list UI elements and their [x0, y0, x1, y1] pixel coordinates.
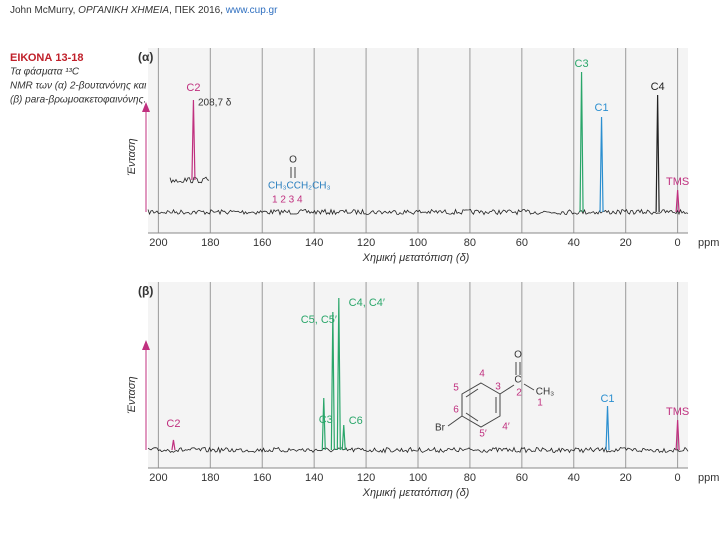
peak: [191, 99, 196, 181]
peak-label: C1: [600, 393, 614, 405]
annotation: 3: [495, 382, 501, 393]
peak: [330, 311, 335, 451]
x-axis-label: Χημική μετατόπιση (δ): [362, 487, 470, 499]
baseline-noise: [147, 208, 689, 216]
structure: [290, 167, 535, 428]
peak: [675, 419, 680, 451]
x-tick-label: 180: [201, 472, 219, 484]
peak-label: C4: [651, 81, 665, 93]
peak-label: TMS: [666, 406, 689, 418]
x-tick-label: 20: [620, 237, 632, 249]
panel-label: (β): [138, 284, 153, 298]
annotation: 5′: [479, 429, 487, 440]
x-tick-label: 160: [253, 237, 271, 249]
peak: [321, 397, 326, 451]
x-tick-label: 100: [409, 237, 427, 249]
x-tick-label: 0: [675, 237, 681, 249]
annotation: CH₃CCH₂CH₃: [268, 181, 331, 192]
x-tick-label: 200: [149, 237, 167, 249]
x-axis-label: Χημική μετατόπιση (δ): [362, 252, 470, 264]
annotation: 4′: [502, 422, 510, 433]
x-tick-label: 140: [305, 237, 323, 249]
x-unit: ppm: [698, 237, 719, 249]
figure-label: ΕΙΚΟΝΑ 13-18: [10, 52, 83, 64]
x-tick-label: 200: [149, 472, 167, 484]
caption-line: NMR των (α) 2-βουτανόνης και: [10, 80, 147, 92]
peak-label: C2: [166, 418, 180, 430]
author: John McMurry,: [10, 5, 75, 16]
offset-noise: [169, 176, 210, 184]
x-tick-label: 60: [516, 472, 528, 484]
peak: [341, 424, 346, 451]
peak-label: C3: [319, 414, 333, 426]
peak-label: C6: [349, 415, 363, 427]
peak: [605, 405, 610, 451]
peak: [599, 116, 604, 213]
peak-label: C2: [186, 82, 200, 94]
annotation: O: [289, 155, 297, 166]
x-tick-label: 0: [675, 472, 681, 484]
annotation: 208,7 δ: [198, 98, 232, 109]
peak-label: C1: [595, 102, 609, 114]
annotation: 6: [453, 405, 459, 416]
x-tick-label: 80: [464, 472, 476, 484]
x-tick-label: 180: [201, 237, 219, 249]
x-tick-label: 20: [620, 472, 632, 484]
peak-label: TMS: [666, 176, 689, 188]
peak-label: C4, C4′: [349, 297, 385, 309]
caption-line: Τα φάσματα ¹³C: [10, 66, 80, 78]
annotation: 1: [537, 398, 543, 409]
x-tick-label: 40: [568, 472, 580, 484]
annotation: 5: [453, 383, 459, 394]
y-arrowhead: [142, 340, 150, 350]
annotation: CH₃: [536, 387, 555, 398]
peak: [579, 71, 584, 213]
annotation: C: [514, 375, 521, 386]
peak: [675, 189, 680, 213]
annotation: 4: [479, 369, 485, 380]
annotation: Br: [435, 423, 446, 434]
annotation: 1 2 3 4: [272, 195, 303, 206]
peak: [655, 94, 660, 213]
peak-label: C5, C5′: [301, 314, 337, 326]
y-axis-label: Ένταση: [126, 138, 138, 175]
book: ΟΡΓΑΝΙΚΗ ΧΗΜΕΙΑ: [78, 5, 169, 16]
x-tick-label: 60: [516, 237, 528, 249]
peak-label: C3: [575, 58, 589, 70]
panel-label: (α): [138, 50, 153, 64]
peak: [171, 439, 176, 451]
url: www.cup.gr: [225, 5, 278, 16]
x-tick-label: 80: [464, 237, 476, 249]
x-tick-label: 40: [568, 237, 580, 249]
x-tick-label: 120: [357, 237, 375, 249]
x-tick-label: 100: [409, 472, 427, 484]
publisher: , ΠΕΚ 2016,: [169, 5, 223, 16]
x-tick-label: 120: [357, 472, 375, 484]
x-unit: ppm: [698, 472, 719, 484]
annotation: O: [514, 350, 522, 361]
y-axis-label: Ένταση: [126, 376, 138, 413]
header: John McMurry, ΟΡΓΑΝΙΚΗ ΧΗΜΕΙΑ, ΠΕΚ 2016,…: [10, 5, 278, 16]
y-arrowhead: [142, 102, 150, 112]
peak: [336, 297, 341, 451]
x-tick-label: 160: [253, 472, 271, 484]
annotation: 2: [516, 388, 522, 399]
caption-line: (β) para-βρωμοακετοφαινόνης.: [10, 94, 146, 106]
baseline-noise: [147, 446, 689, 454]
x-tick-label: 140: [305, 472, 323, 484]
